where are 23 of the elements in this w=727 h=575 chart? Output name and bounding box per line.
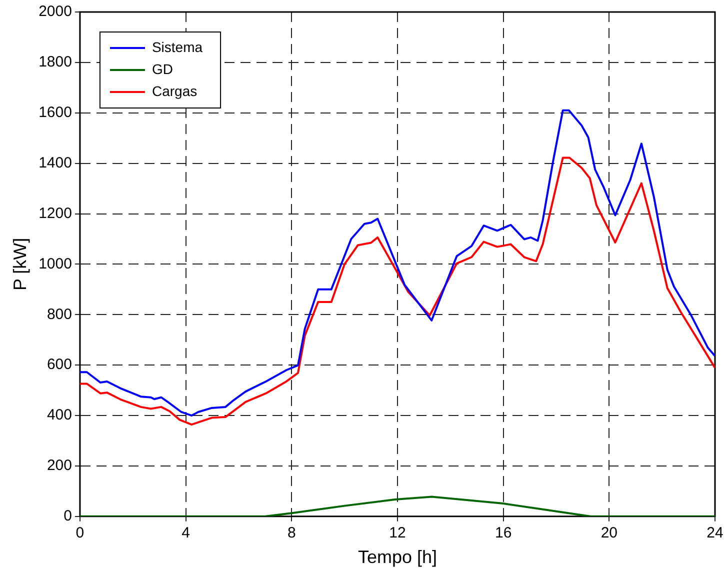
x-tick-label: 20 [600, 524, 618, 542]
x-axis-title: Tempo [h] [358, 547, 438, 568]
x-tick-label: 0 [76, 524, 84, 542]
y-tick-label: 1600 [38, 104, 72, 122]
y-axis-title: P [kW] [10, 238, 30, 291]
y-tick-label: 400 [46, 406, 72, 424]
y-tick-label: 0 [64, 508, 72, 525]
x-tick-label: 8 [287, 524, 296, 542]
x-tick-label: 4 [182, 524, 190, 542]
legend-label: Cargas [152, 82, 198, 99]
y-tick-label: 1400 [38, 154, 72, 172]
y-tick-label: 800 [46, 306, 72, 323]
y-tick-label: 1200 [38, 204, 72, 222]
x-tick-label: 24 [706, 524, 724, 542]
y-tick-label: 2000 [38, 3, 72, 20]
legend-label: GD [152, 60, 173, 77]
x-tick-label: 12 [389, 524, 406, 542]
y-tick-label: 600 [46, 356, 72, 374]
y-tick-label: 1800 [38, 54, 72, 71]
y-tick-label: 200 [46, 457, 72, 474]
legend-label: Sistema [152, 38, 203, 55]
y-tick-label: 1000 [38, 255, 72, 272]
x-tick-label: 16 [494, 524, 512, 542]
